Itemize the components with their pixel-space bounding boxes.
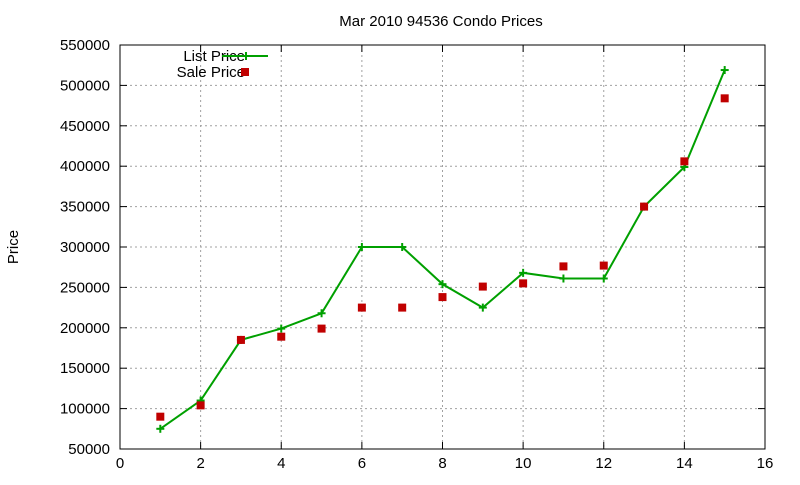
y-tick-label: 150000 [60, 360, 110, 377]
legend-marker [242, 52, 250, 60]
legend-marker [241, 68, 249, 76]
data-point [438, 280, 447, 289]
y-tick-label: 50000 [68, 441, 110, 458]
data-point [680, 157, 689, 166]
y-tick-label: 350000 [60, 199, 110, 216]
data-point [317, 324, 326, 333]
data-point [357, 303, 366, 312]
data-point [398, 303, 407, 312]
data-point [277, 324, 286, 333]
y-tick-label: 500000 [60, 77, 110, 94]
legend-item: List Price [183, 48, 268, 65]
legend-label: Sale Price [177, 64, 245, 81]
data-point [236, 335, 245, 344]
data-point [478, 303, 487, 312]
y-tick-label: 200000 [60, 320, 110, 337]
data-point [559, 274, 568, 283]
data-point [156, 424, 165, 433]
data-point [196, 401, 205, 410]
data-point [720, 94, 729, 103]
y-tick-label: 250000 [60, 279, 110, 296]
x-tick-label: 2 [196, 455, 204, 472]
axes: 0 2 4 6 8 10 12 14 16 50000 100000 150000 200000 2500… [60, 37, 773, 472]
y-tick-label: 400000 [60, 158, 110, 175]
x-tick-label: 16 [757, 455, 774, 472]
data-point [599, 261, 608, 270]
series-sale-price [156, 94, 729, 421]
y-tick-label: 450000 [60, 118, 110, 135]
x-tick-label: 4 [277, 455, 285, 472]
series-line [159, 69, 726, 430]
x-tick-label: 14 [676, 455, 693, 472]
y-tick-label: 300000 [60, 239, 110, 256]
data-point [599, 274, 608, 283]
data-point [519, 268, 528, 277]
x-tick-label: 10 [515, 455, 532, 472]
chart-title: Mar 2010 94536 Condo Prices [339, 13, 542, 30]
series [156, 66, 729, 433]
series-list-price [156, 66, 729, 433]
y-tick-label: 550000 [60, 37, 110, 54]
data-point [317, 309, 326, 318]
data-point [398, 243, 407, 251]
data-point [277, 332, 286, 341]
legend-item: Sale Price [177, 64, 249, 81]
data-point [519, 279, 528, 288]
grid [120, 45, 765, 449]
data-point [156, 412, 165, 421]
x-tick-label: 0 [116, 455, 124, 472]
x-tick-label: 12 [595, 455, 612, 472]
data-point [478, 282, 487, 291]
data-point [720, 66, 729, 75]
x-tick-label: 8 [438, 455, 446, 472]
data-point [640, 202, 649, 211]
y-axis-label: Price [5, 230, 22, 264]
data-point [438, 293, 447, 302]
x-tick-label: 6 [358, 455, 366, 472]
y-tick-label: 100000 [60, 401, 110, 418]
data-point [357, 243, 366, 251]
legend-label: List Price [183, 48, 245, 65]
data-point [559, 262, 568, 271]
